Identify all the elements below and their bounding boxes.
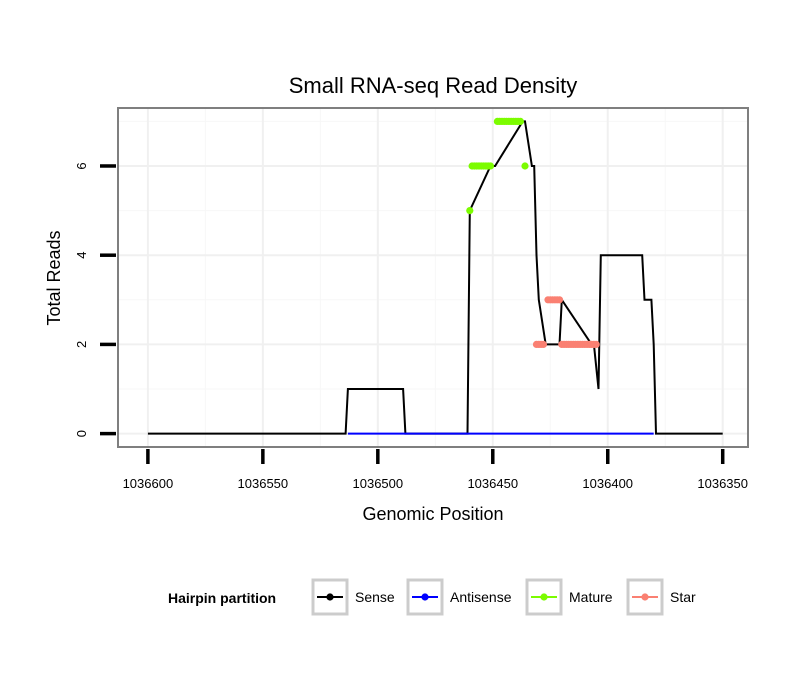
legend-entry-mature: Mature <box>525 578 613 616</box>
legend-entry-antisense: Antisense <box>406 578 512 616</box>
point-star <box>555 296 564 304</box>
chart-title: Small RNA-seq Read Density <box>289 73 578 98</box>
series-points <box>466 117 600 348</box>
panel-background <box>118 108 748 447</box>
x-tick-label: 1036400 <box>582 476 633 491</box>
y-axis: 0 2 4 6 <box>74 162 116 437</box>
x-tick-label: 1036350 <box>697 476 748 491</box>
legend-label: Sense <box>355 589 395 605</box>
x-axis: 1036600 1036550 1036500 1036450 1036400 10363… <box>123 449 748 491</box>
legend-key-point <box>421 593 429 601</box>
y-tick-label: 4 <box>74 252 89 259</box>
legend-key-point <box>540 593 548 601</box>
series-lines <box>147 120 723 435</box>
legend-label: Star <box>670 589 696 605</box>
point-star <box>592 340 600 348</box>
panel-border <box>117 107 749 448</box>
x-tick-label: 1036450 <box>467 476 518 491</box>
legend-entry-sense: Sense <box>311 578 395 616</box>
y-tick-label: 2 <box>74 341 89 348</box>
point-mature <box>466 207 474 215</box>
legend-label: Antisense <box>450 589 512 605</box>
x-tick-label: 1036550 <box>238 476 289 491</box>
plot-area <box>117 107 749 448</box>
y-tick-label: 6 <box>74 162 89 169</box>
point-mature <box>486 162 495 170</box>
x-tick-label: 1036500 <box>353 476 404 491</box>
y-tick-label: 0 <box>74 430 89 437</box>
legend: Hairpin partition Sense Antisense Mature St… <box>168 578 696 616</box>
gridlines <box>118 108 748 447</box>
legend-entries: Sense Antisense Mature Star <box>311 578 696 616</box>
point-mature <box>516 117 525 125</box>
legend-key-point <box>326 593 334 601</box>
x-tick-label: 1036600 <box>123 476 174 491</box>
legend-title: Hairpin partition <box>168 590 276 606</box>
y-axis-title: Total Reads <box>44 230 64 325</box>
point-star <box>539 340 548 348</box>
x-axis-title: Genomic Position <box>362 504 503 524</box>
point-mature <box>521 162 529 170</box>
legend-key-point <box>641 593 649 601</box>
legend-entry-star: Star <box>626 578 696 616</box>
legend-label: Mature <box>569 589 613 605</box>
